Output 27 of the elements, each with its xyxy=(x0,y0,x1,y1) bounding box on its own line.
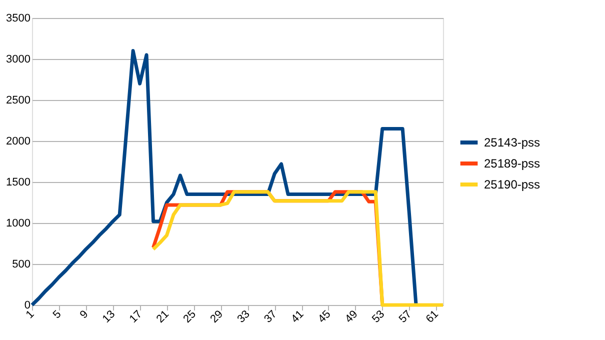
x-tick-label: 21 xyxy=(154,308,172,326)
x-tick-label: 29 xyxy=(208,308,226,326)
x-tick-label: 13 xyxy=(100,308,118,326)
y-tick-label: 1000 xyxy=(6,218,30,230)
line-series xyxy=(152,190,445,307)
x-tick-label: 49 xyxy=(343,308,360,326)
x-tick-label: 57 xyxy=(396,308,414,326)
y-tick-label: 3500 xyxy=(6,12,30,24)
x-tick-label: 17 xyxy=(127,308,145,326)
x-tick-label: 53 xyxy=(370,308,388,326)
legend-label: 25189-pss xyxy=(484,156,540,170)
x-tick-label: 9 xyxy=(78,308,91,322)
x-tick-label: 33 xyxy=(235,308,252,326)
x-tick-label: 61 xyxy=(424,308,442,326)
x-tick-label: 25 xyxy=(181,308,198,326)
x-tick-label: 5 xyxy=(50,308,64,322)
y-tick-label: 500 xyxy=(12,258,30,270)
line-series xyxy=(30,49,418,307)
y-tick-label: 2500 xyxy=(6,94,30,106)
y-tick-label: 3000 xyxy=(6,54,30,66)
y-tick-label: 2000 xyxy=(6,136,30,148)
x-tick-label: 45 xyxy=(316,308,334,326)
x-tick-label: 41 xyxy=(289,308,306,326)
legend-label: 25143-pss xyxy=(484,136,540,150)
legend-label: 25190-pss xyxy=(484,178,540,192)
y-tick-label: 1500 xyxy=(6,176,30,188)
x-tick-label: 37 xyxy=(262,308,280,326)
